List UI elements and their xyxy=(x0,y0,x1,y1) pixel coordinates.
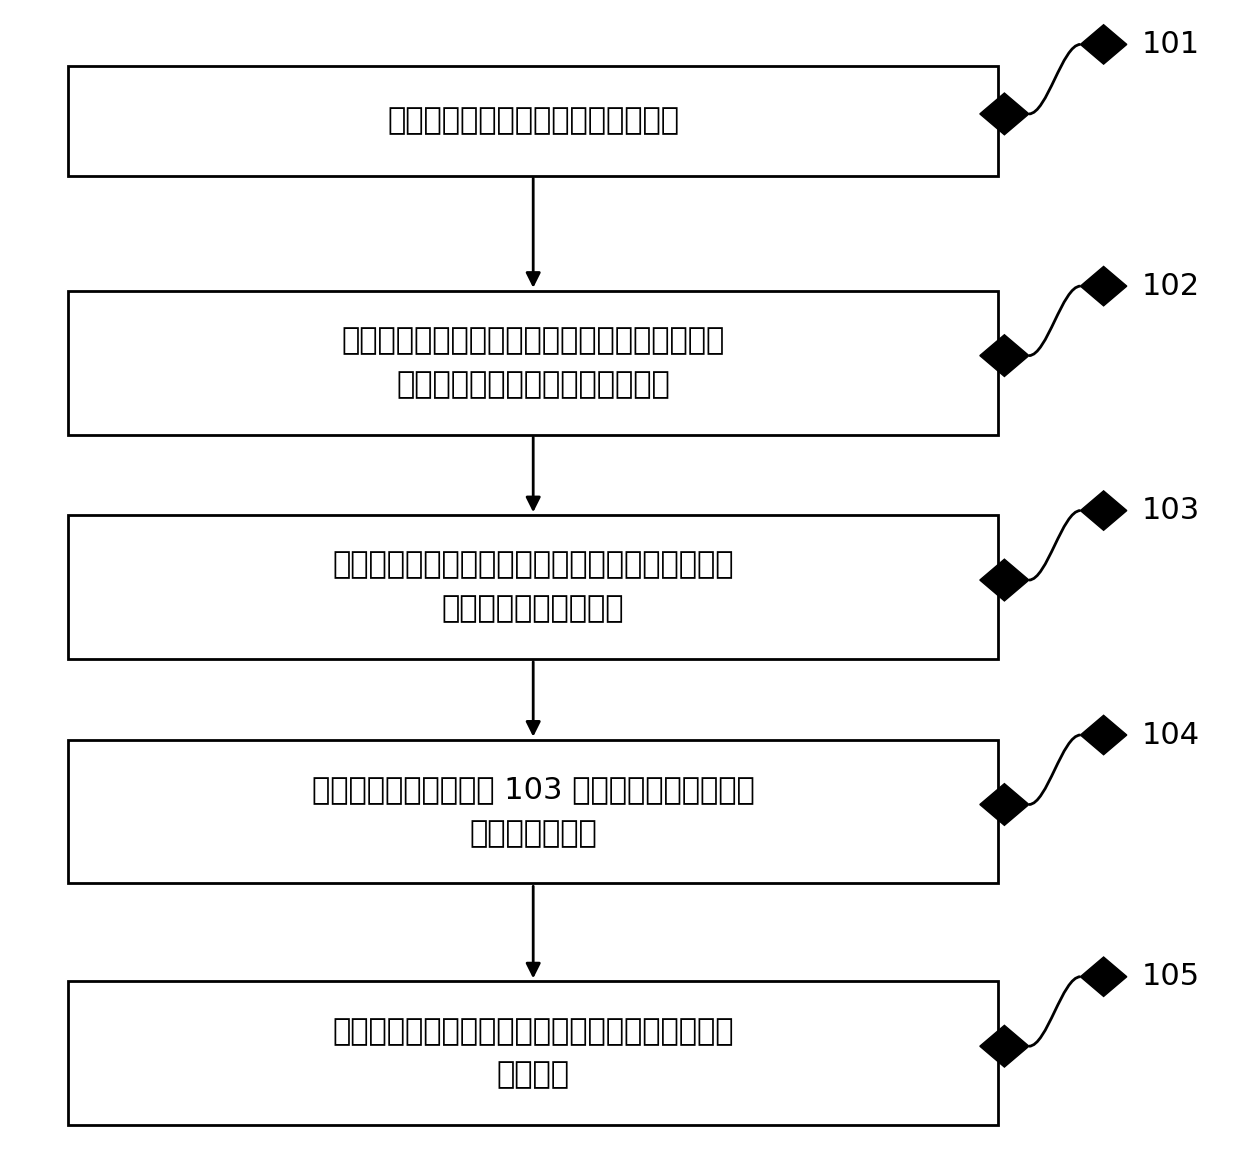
Text: 利用互相关算法，求取 103 中炮点对所对应地震道: 利用互相关算法，求取 103 中炮点对所对应地震道 xyxy=(311,775,755,805)
FancyBboxPatch shape xyxy=(68,981,998,1126)
Text: 海底地震仪投放与人工震源激发作业: 海底地震仪投放与人工震源激发作业 xyxy=(387,106,680,136)
FancyBboxPatch shape xyxy=(68,290,998,434)
FancyBboxPatch shape xyxy=(68,516,998,658)
Polygon shape xyxy=(1080,956,1127,997)
Polygon shape xyxy=(980,559,1029,601)
Polygon shape xyxy=(980,784,1029,825)
Text: 求取任一炮点对至所有网格节点的理论到时差，实: 求取任一炮点对至所有网格节点的理论到时差，实 xyxy=(332,550,734,580)
Text: 101: 101 xyxy=(1142,30,1200,59)
Polygon shape xyxy=(1080,715,1127,755)
Text: 103: 103 xyxy=(1142,496,1200,525)
Text: 海底地震仪人工震源数据格式转换、时间漂移校: 海底地震仪人工震源数据格式转换、时间漂移校 xyxy=(341,326,725,356)
Text: 正、道均衡与带通滤波等预处理。: 正、道均衡与带通滤波等预处理。 xyxy=(397,369,670,399)
Polygon shape xyxy=(980,93,1029,135)
Polygon shape xyxy=(980,1026,1029,1067)
Text: 105: 105 xyxy=(1142,962,1200,991)
Text: 现理论到时差模型训练: 现理论到时差模型训练 xyxy=(441,594,625,624)
Text: 间的实测到时差: 间的实测到时差 xyxy=(469,818,598,848)
Polygon shape xyxy=(1080,490,1127,531)
Polygon shape xyxy=(980,335,1029,376)
FancyBboxPatch shape xyxy=(68,66,998,175)
Text: 102: 102 xyxy=(1142,272,1200,300)
Text: 104: 104 xyxy=(1142,721,1200,749)
FancyBboxPatch shape xyxy=(68,740,998,884)
Text: 叠加实测与理论到时差，最小值对应位置即为定位: 叠加实测与理论到时差，最小值对应位置即为定位 xyxy=(332,1016,734,1046)
Polygon shape xyxy=(1080,24,1127,64)
Polygon shape xyxy=(1080,266,1127,306)
Text: 结果点位: 结果点位 xyxy=(497,1060,569,1090)
